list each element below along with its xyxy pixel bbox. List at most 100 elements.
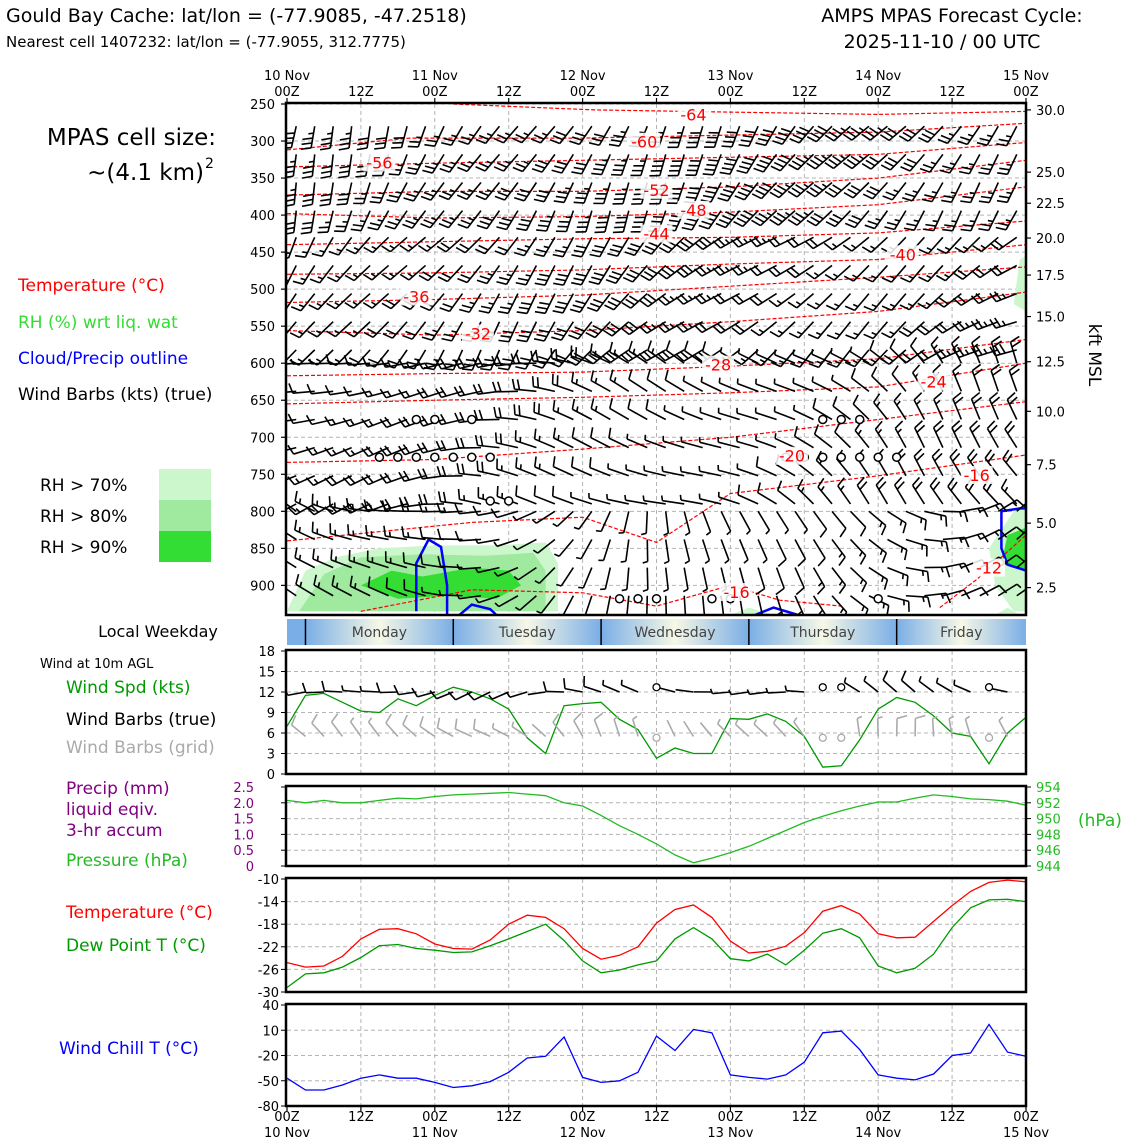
wind-barb (681, 441, 703, 449)
wind-barb-flag (865, 130, 875, 138)
wind-barb-true (844, 681, 861, 693)
wind-barb-flag (760, 133, 771, 138)
wind-barb (701, 511, 712, 533)
wind-barb-flag (883, 579, 889, 590)
wind-barb-half (370, 531, 373, 537)
wind-barb-flag (398, 418, 406, 428)
legend-cloud: Cloud/Precip outline (18, 349, 188, 369)
isotherm-label-bg (702, 355, 735, 374)
wind-barb-grid-flag (419, 716, 424, 727)
windchill-y-tick-label: -80 (258, 1100, 279, 1115)
wind-barb-flag (624, 351, 634, 360)
wind-barb (440, 446, 463, 452)
wind-barb (294, 475, 316, 486)
wind-barb-half (882, 603, 885, 609)
wind-barb-flag (817, 125, 828, 132)
wind-barb (814, 181, 833, 198)
wind-barb-flag (419, 305, 431, 312)
wind-barb-flag (441, 190, 453, 197)
wind-barb-flag (441, 337, 452, 342)
wind-barb (552, 383, 574, 393)
wind-barb-half (977, 508, 982, 514)
wind-barb-flag (769, 330, 780, 338)
wind-barb-flag (735, 236, 744, 246)
wind-barb-flag (571, 330, 582, 336)
wind-barb-half (669, 323, 675, 329)
calm-marker (836, 452, 846, 463)
wind-barb (385, 390, 408, 399)
wind-barb-flag (573, 277, 584, 282)
wind-barb (777, 210, 796, 226)
wind-barb (598, 265, 611, 285)
wind-barb-flag (609, 369, 614, 380)
wind-barb-flag (491, 355, 497, 367)
wind-barb-flag (302, 198, 314, 203)
wind-barb-flag (320, 193, 332, 197)
wind-barb (562, 293, 575, 314)
wind-barb-flag (716, 323, 726, 332)
wind-barb (942, 536, 965, 541)
wind-barb-flag (461, 304, 473, 309)
wind-barb-half (743, 266, 748, 272)
wind-barb-grid (998, 720, 1009, 737)
wind-barb-flag (839, 527, 847, 538)
wind-barb (292, 418, 315, 425)
wind-barb-flag (884, 160, 895, 168)
wind-barb-half (759, 358, 766, 363)
wind-barb (890, 321, 907, 339)
wind-barb (949, 456, 963, 477)
wind-barb-grid-half (877, 716, 883, 720)
wind-barb-flag (300, 231, 312, 235)
wind-barb (677, 154, 685, 176)
pressure-tick-label: 600 (250, 357, 275, 372)
top-tick-hour: 00Z (865, 85, 891, 100)
wind-barb-flag (661, 322, 670, 331)
wind-barb-flag (914, 420, 923, 429)
wind-barb-flag (301, 203, 313, 208)
wind-barb-flag (901, 197, 913, 202)
wind-barb-flag (371, 196, 383, 199)
wind-barb (924, 538, 947, 543)
wind-barb (362, 182, 371, 204)
wind-barb-flag (422, 468, 428, 479)
wind-barb (931, 182, 944, 203)
wind-barb-flag (439, 167, 450, 173)
wind-barb (403, 362, 426, 369)
wind-barb-flag (917, 302, 928, 310)
wind-barb (683, 349, 704, 362)
wind-barb-flag (960, 228, 971, 232)
wind-barb (607, 467, 630, 477)
wind-barb-half (575, 556, 582, 560)
wind-barb-flag (918, 248, 929, 255)
wind-barb-flag (641, 249, 652, 255)
wind-barb-flag (824, 190, 835, 198)
wind-barb (294, 500, 316, 513)
wind-barb-half (278, 508, 282, 512)
wind-barb (762, 153, 778, 173)
wind-barb-flag (496, 280, 507, 286)
wind-barb (313, 584, 334, 597)
wind-barb-flag (986, 420, 996, 430)
wind-barb (942, 510, 965, 513)
wind-barb-flag (591, 172, 602, 176)
wind-barb-flag (791, 187, 802, 195)
wind-barb-flag (903, 227, 915, 231)
wind-barb-flag (497, 310, 509, 315)
wind-barb-flag (702, 173, 714, 176)
wind-barb-half (840, 155, 846, 160)
wind-barb (681, 410, 703, 421)
wind-barb (377, 210, 390, 231)
wind-barb-flag (512, 166, 523, 173)
wind-barb (731, 125, 741, 148)
wind-barb-flag (1008, 363, 1019, 372)
wind-barb (571, 436, 593, 449)
wind-barb-flag (921, 198, 933, 203)
isotherm-label-bg (886, 245, 919, 264)
wind-calm-grid (984, 733, 994, 742)
wind-barb (571, 381, 593, 393)
wind-barb-flag (515, 457, 518, 468)
wind-barb-flag (533, 198, 545, 203)
wind-barb-flag (458, 140, 469, 145)
wind-barb-flag (719, 171, 731, 175)
